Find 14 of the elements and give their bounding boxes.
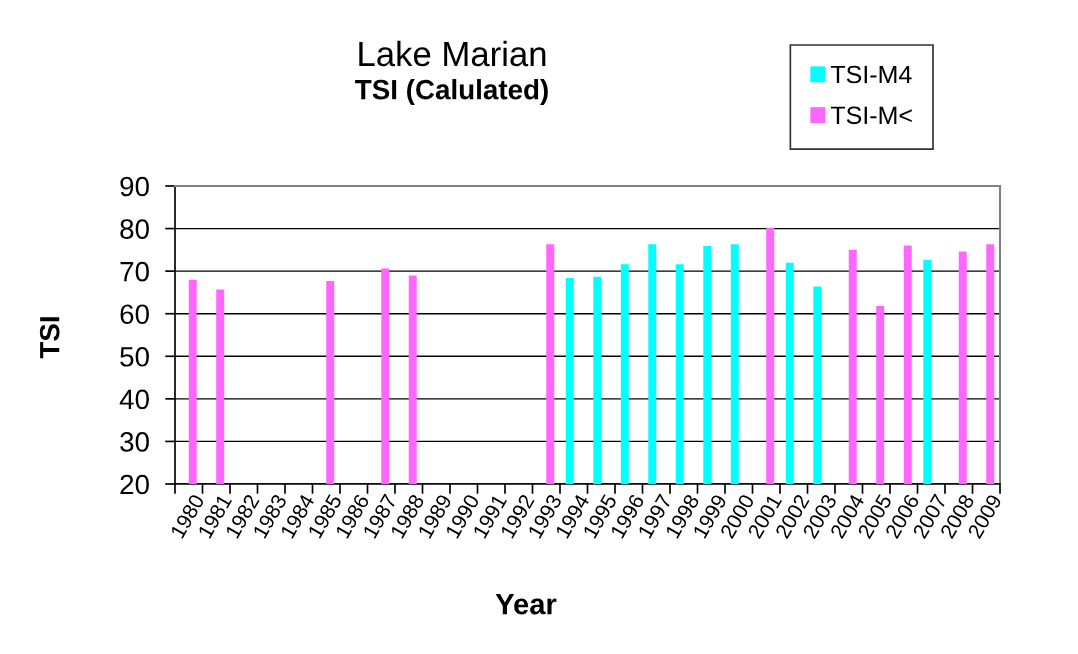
y-tick-label: 50 (120, 346, 149, 367)
y-axis-title: TSI (39, 317, 60, 359)
chart-subtitle: TSI (Calulated) (355, 79, 548, 105)
y-tick-label: 40 (119, 389, 149, 410)
y-tick-label: 90 (120, 176, 149, 197)
y-tick-label: 80 (120, 219, 149, 239)
y-tick-label: 30 (120, 432, 149, 452)
y-tick-label: 60 (120, 304, 149, 325)
y-tick-label: 20 (120, 474, 149, 495)
legend-label: TSI-M< (830, 106, 912, 125)
x-axis-title: Year (495, 594, 557, 615)
y-tick-label: 70 (120, 261, 149, 282)
legend-label: TSI-M4 (830, 65, 912, 84)
chart-title: Lake Marian (359, 40, 546, 67)
